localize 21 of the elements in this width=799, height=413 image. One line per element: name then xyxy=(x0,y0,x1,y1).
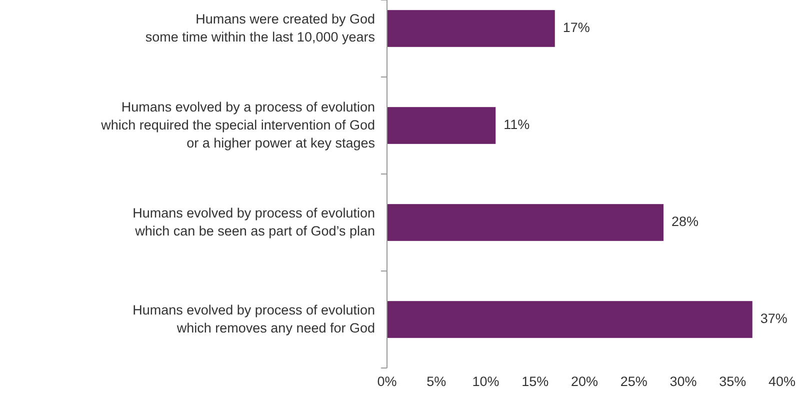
x-tick-label: 0% xyxy=(377,374,397,389)
y-tick-label: Humans were created by God some time within the last 10,000 years xyxy=(145,11,376,44)
x-tick-label: 25% xyxy=(620,374,648,389)
data-label: 17% xyxy=(562,20,590,36)
data-label: 28% xyxy=(672,214,699,230)
x-tick-label: 5% xyxy=(426,374,446,389)
x-tick-label: 15% xyxy=(522,374,549,389)
y-tick-label: Humans evolved by process of evolution which removes any need for God xyxy=(132,302,375,336)
x-tick-label: 40% xyxy=(768,374,796,389)
bar xyxy=(387,10,555,47)
y-tick-label: Humans evolved by process of evolution which can be seen as part of God’s plan xyxy=(132,205,375,238)
bar xyxy=(387,204,664,241)
data-label: 37% xyxy=(760,311,788,326)
x-tick-label: 10% xyxy=(472,374,500,389)
bar xyxy=(387,301,752,338)
y-tick-label: Humans evolved by a process of evolution which required the special intervention of God or a higher power at key stages xyxy=(100,99,376,150)
bar xyxy=(387,107,496,144)
x-tick-label: 20% xyxy=(570,374,598,389)
x-tick-label: 30% xyxy=(670,374,697,389)
x-tick-label: 35% xyxy=(719,374,746,389)
data-label: 11% xyxy=(504,117,530,132)
